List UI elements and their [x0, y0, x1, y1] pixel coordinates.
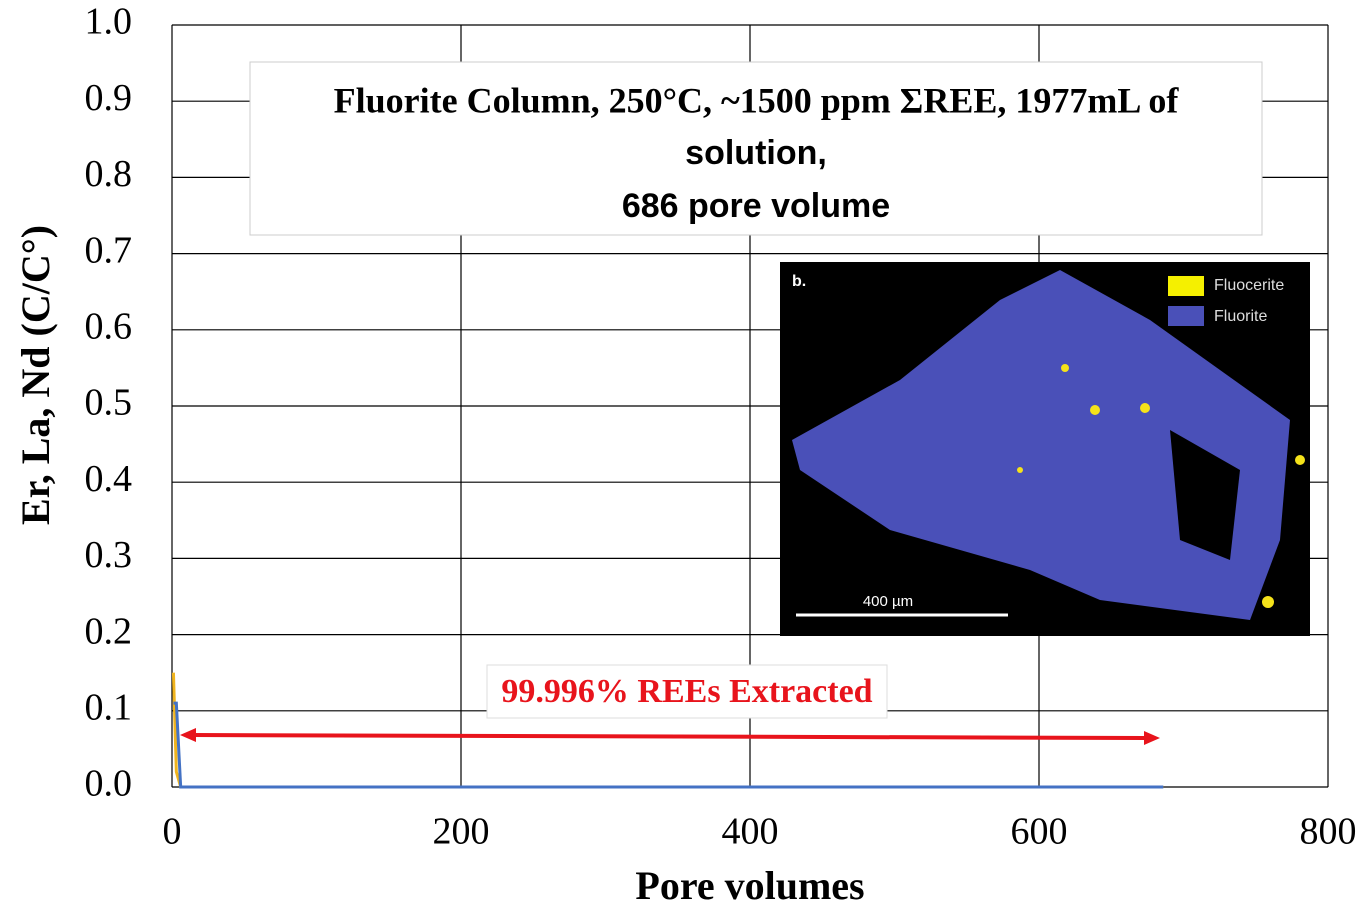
x-tick-label: 600	[1011, 811, 1068, 853]
y-tick-label: 1.0	[85, 1, 133, 43]
chart-title: solution,	[685, 134, 827, 172]
y-tick-label: 0.9	[85, 77, 133, 119]
chart: Fluorite Column, 250°C, ~1500 ppm ΣREE, …	[0, 0, 1368, 915]
x-axis-label: Pore volumes	[635, 863, 864, 908]
inset-panel-label: b.	[792, 273, 806, 290]
y-tick-label: 0.4	[85, 458, 133, 500]
y-axis-label: Er, La, Nd (C/C°)	[13, 225, 58, 525]
legend-swatch	[1168, 306, 1204, 326]
y-tick-label: 0.3	[85, 534, 133, 576]
chart-title: 686 pore volume	[622, 187, 890, 225]
annotation: 99.996% REEs Extracted	[501, 673, 872, 710]
fluocerite-grain	[1061, 364, 1069, 372]
fluocerite-grain	[1017, 467, 1023, 473]
x-tick-label: 800	[1300, 811, 1357, 853]
y-tick-label: 0.1	[85, 687, 133, 729]
chart-title: Fluorite Column, 250°C, ~1500 ppm ΣREE, …	[334, 80, 1180, 120]
y-tick-label: 0.5	[85, 382, 133, 424]
y-tick-label: 0.0	[85, 763, 133, 805]
x-tick-label: 400	[722, 811, 779, 853]
x-tick-label: 0	[163, 811, 182, 853]
scale-bar-label: 400 µm	[863, 593, 913, 610]
y-tick-label: 0.8	[85, 153, 133, 195]
fluocerite-grain	[1090, 405, 1100, 415]
legend-label: Fluocerite	[1214, 277, 1284, 294]
y-tick-label: 0.6	[85, 306, 133, 348]
x-tick-label: 200	[433, 811, 490, 853]
inset-image: b. Fluocerite Fluorite 400 µm	[780, 262, 1310, 636]
legend-swatch	[1168, 276, 1204, 296]
fluocerite-grain	[1262, 596, 1274, 608]
y-tick-label: 0.2	[85, 610, 133, 652]
fluocerite-grain	[1140, 403, 1150, 413]
fluocerite-grain	[1295, 455, 1305, 465]
legend-label: Fluorite	[1214, 308, 1267, 325]
y-tick-label: 0.7	[85, 229, 133, 271]
